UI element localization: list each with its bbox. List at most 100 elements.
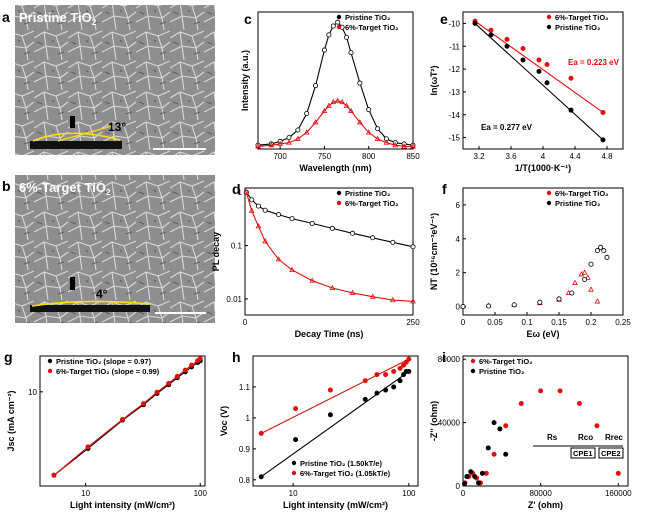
data-point-h-0-8	[401, 372, 407, 378]
data-point-d-1-6	[309, 277, 316, 283]
data-point-f-1-4	[556, 296, 562, 302]
y-axis-label-g: Jsc (mA cm⁻²)	[6, 391, 16, 452]
data-point-f-1-10	[601, 248, 607, 254]
data-point-i-1-8	[497, 426, 503, 432]
legend-marker-f-1	[546, 200, 552, 206]
data-point-f-1-11	[604, 254, 610, 260]
legend-marker-e-1	[546, 24, 552, 30]
data-point-e-1-1	[488, 32, 494, 38]
legend-label-c-0: Pristine TiO₂	[345, 13, 390, 22]
legend-label-f-1: Pristine TiO₂	[555, 199, 600, 208]
sem-image-a	[15, 5, 215, 155]
plot-frame-g	[39, 355, 206, 487]
legend-label-g-0: Pristine TiO₂ (slope = 0.97)	[56, 357, 152, 366]
legend-label-e-0: 6%-Target TiO₂	[555, 13, 608, 22]
data-point-e-0-2	[504, 36, 510, 42]
legend-marker-i-1	[470, 368, 476, 374]
data-point-d-1-4	[275, 256, 282, 262]
data-point-g-1-0	[51, 472, 57, 478]
x-tick-label-e: 3.6	[505, 152, 517, 161]
y-tick-label-e: -13	[448, 88, 460, 97]
annotation-e-1: Ea = 0.277 eV	[481, 123, 533, 132]
data-point-d-0-7	[329, 225, 335, 231]
chart-c: c 700 750 800 850 Wavelength (nm) Intensity (a…	[240, 11, 420, 173]
data-point-d-1-2	[255, 223, 262, 229]
x-tick-label-g: 100	[194, 489, 208, 498]
x-tick-label-d: 0	[243, 318, 248, 327]
droplet-base-b	[30, 305, 150, 312]
data-point-e-1-7	[600, 137, 606, 143]
data-point-g-1-10	[197, 356, 203, 362]
x-axis-label-d: Decay Time (ns)	[295, 329, 364, 339]
legend-label-e-1: Pristine TiO₂	[555, 23, 600, 32]
data-point-h-1-9	[403, 359, 409, 365]
panel-letter-f: f	[442, 181, 447, 197]
data-point-f-1-3	[537, 299, 543, 305]
data-point-c-1-12	[343, 102, 350, 108]
data-point-c-1-15	[365, 129, 372, 135]
panel-letter-a: a	[2, 9, 10, 25]
data-point-i-1-3	[472, 473, 478, 479]
data-point-f-0-11	[594, 298, 601, 304]
y-tick-label-h: 0.8	[239, 476, 251, 485]
data-point-g-1-3	[141, 401, 147, 407]
data-point-e-0-6	[568, 75, 574, 81]
data-point-h-0-7	[397, 378, 403, 384]
data-point-h-1-4	[374, 372, 380, 378]
y-tick-label-i: 40000	[438, 419, 461, 428]
data-point-d-1-9	[369, 293, 376, 299]
data-point-d-0-5	[289, 216, 295, 222]
x-axis-label-i: Z' (ohm)	[528, 500, 563, 510]
droplet-base-a	[30, 141, 122, 149]
data-point-g-1-7	[182, 367, 188, 373]
data-point-d-1-10	[389, 296, 396, 303]
y-axis-label-h: Voc (V)	[219, 406, 229, 436]
data-point-d-0-9	[370, 235, 376, 241]
y-axis-label-d: PL decay	[211, 232, 221, 271]
y-tick-label-i: 0	[456, 482, 461, 491]
legend-marker-f-0	[546, 190, 552, 196]
x-tick-label-f: 0.2	[585, 318, 597, 327]
data-point-c-1-13	[348, 107, 354, 113]
legend-label-i-0: 6%-Target TiO₂	[479, 357, 532, 366]
data-point-f-1-7	[588, 261, 594, 267]
data-point-e-0-7	[600, 109, 606, 115]
data-point-h-0-4	[374, 390, 380, 396]
data-point-c-0-7	[321, 47, 327, 53]
scale-mark-a	[70, 116, 75, 128]
data-point-d-0-8	[350, 230, 356, 236]
data-point-c-0-4	[295, 127, 301, 133]
data-point-d-0-4	[276, 212, 282, 218]
chart-g: g 10 100 10 Light intensity (mW/cm²) Jsc (mA …	[4, 349, 207, 510]
data-point-c-0-5	[304, 110, 310, 116]
chart-d: d 0 250 1 0.1 0.01 Decay Time (ns) PL decay Pris…	[211, 181, 420, 339]
data-point-d-1-5	[289, 266, 295, 272]
annotation-e-0: Ea = 0.223 eV	[568, 58, 620, 67]
data-point-i-1-1	[464, 473, 470, 479]
data-point-e-1-3	[520, 57, 526, 63]
y-axis-label-f: NT (10¹⁶cm⁻³eV⁻¹)	[429, 213, 439, 290]
data-point-g-1-2	[120, 416, 126, 422]
circuit-label-cpe2: CPE2	[601, 449, 621, 458]
data-point-f-1-0	[460, 304, 466, 310]
legend-marker-e-0	[546, 14, 552, 20]
y-tick-label-e: -12	[448, 65, 460, 74]
data-point-g-1-1	[85, 444, 91, 450]
data-point-c-0-8	[326, 32, 332, 38]
y-tick-label-e: -11	[449, 42, 461, 51]
circuit-label-rrec: Rrec	[605, 433, 623, 442]
data-point-h-0-5	[383, 387, 389, 393]
data-point-h-1-2	[327, 387, 333, 393]
x-tick-label-i: 160000	[605, 489, 632, 498]
data-point-e-0-1	[488, 27, 494, 33]
circuit-cpe1-box	[570, 447, 596, 459]
y-tick-label-e: -15	[448, 134, 460, 143]
series-line-e-0	[474, 20, 604, 113]
x-tick-label-f: 0.05	[487, 318, 503, 327]
data-point-d-1-1	[248, 207, 255, 213]
sem-image-b	[15, 175, 215, 323]
data-point-d-0-3	[262, 207, 268, 213]
data-point-h-1-7	[397, 365, 403, 371]
series-line-h-1	[260, 358, 410, 434]
data-point-c-1-19	[401, 143, 408, 149]
